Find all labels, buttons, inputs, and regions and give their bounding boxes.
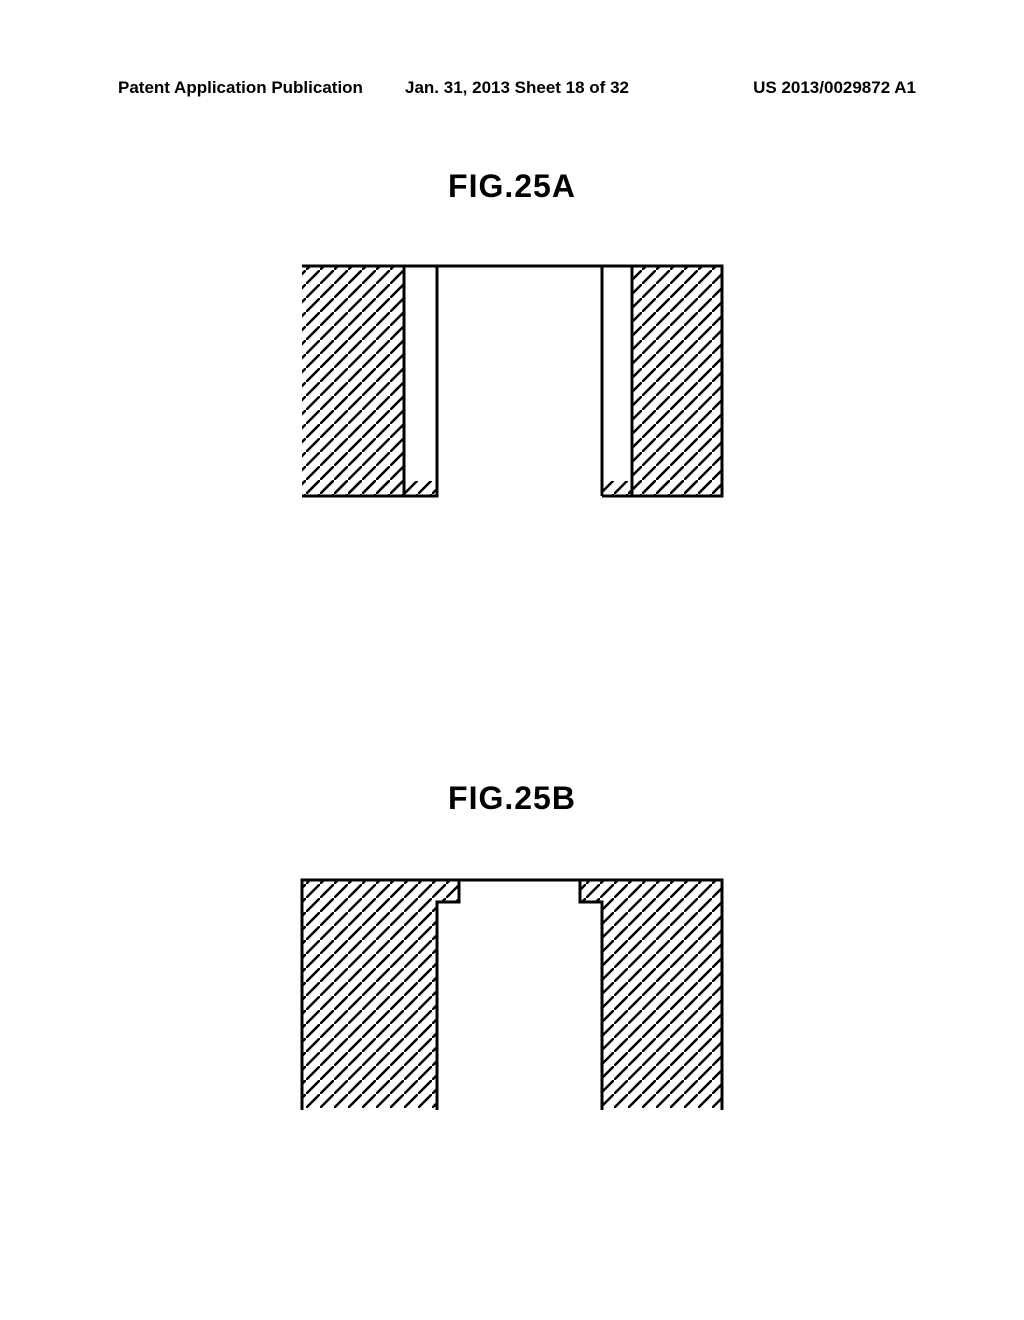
figure-label-25a: FIG.25A <box>448 168 576 205</box>
header-patent-number: US 2013/0029872 A1 <box>650 78 916 98</box>
figure-25b-diagram <box>292 870 732 1120</box>
figure-25a-diagram <box>292 256 732 506</box>
figure-label-25b: FIG.25B <box>448 780 576 817</box>
page-header: Patent Application Publication Jan. 31, … <box>0 78 1024 98</box>
header-publication: Patent Application Publication <box>118 78 384 98</box>
header-date-sheet: Jan. 31, 2013 Sheet 18 of 32 <box>384 78 650 98</box>
